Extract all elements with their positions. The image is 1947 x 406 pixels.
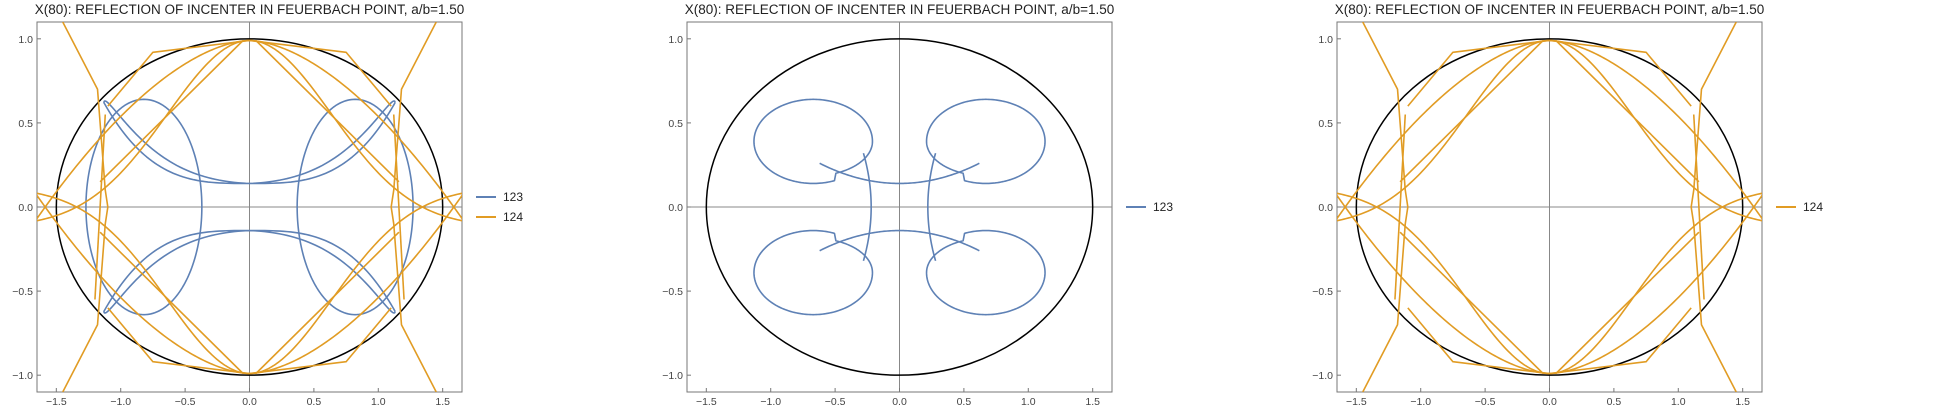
series-123-curve xyxy=(753,229,874,316)
series-124-curve xyxy=(107,39,392,107)
series-124-curve xyxy=(1399,39,1544,183)
series-124-curve xyxy=(1690,22,1737,392)
x-tick-label: 1.5 xyxy=(1735,396,1750,406)
chart-title: X(80): REFLECTION OF INCENTER IN FEUERBA… xyxy=(35,2,464,17)
x-tick-label: −1.5 xyxy=(696,396,717,406)
chart-title: X(80): REFLECTION OF INCENTER IN FEUERBA… xyxy=(1335,2,1764,17)
y-tick-label: −0.5 xyxy=(1312,286,1333,298)
chart-panel-2: X(80): REFLECTION OF INCENTER IN FEUERBA… xyxy=(650,0,1290,406)
y-tick-label: 1.0 xyxy=(1318,34,1333,46)
x-tick-label: 0.5 xyxy=(307,396,322,406)
x-tick-label: −0.5 xyxy=(825,396,846,406)
x-tick-label: −1.5 xyxy=(46,396,67,406)
series-124-curve xyxy=(1407,39,1692,107)
y-tick-label: −0.5 xyxy=(662,286,683,298)
series-124-curve xyxy=(99,231,244,375)
y-tick-label: 0.5 xyxy=(668,118,683,130)
y-tick-label: 1.0 xyxy=(668,34,683,46)
series-123-curve xyxy=(103,100,396,185)
series-123-curve xyxy=(85,98,203,316)
y-tick-label: 1.0 xyxy=(18,34,33,46)
y-tick-label: 0.0 xyxy=(18,202,33,214)
legend-label-124: 124 xyxy=(1803,200,1823,214)
series-123-curve xyxy=(927,152,937,262)
x-tick-label: −1.0 xyxy=(1410,396,1431,406)
series-124-curve xyxy=(1555,39,1700,183)
y-tick-label: −1.0 xyxy=(662,370,683,382)
series-124-curve xyxy=(1399,231,1544,375)
series-124-curve xyxy=(1555,231,1700,375)
x-tick-label: −0.5 xyxy=(175,396,196,406)
x-tick-label: 1.0 xyxy=(371,396,386,406)
series-124-curve xyxy=(62,22,109,392)
series-124-curve xyxy=(1692,114,1705,300)
series-123-curve xyxy=(753,98,874,185)
series-123-curve xyxy=(862,152,872,262)
x-tick-label: 0.0 xyxy=(242,396,257,406)
series-124-curve xyxy=(255,231,400,375)
chart-title: X(80): REFLECTION OF INCENTER IN FEUERBA… xyxy=(685,2,1114,17)
y-tick-label: 0.0 xyxy=(668,202,683,214)
chart-svg: X(80): REFLECTION OF INCENTER IN FEUERBA… xyxy=(662,2,1173,406)
x-tick-label: 0.0 xyxy=(892,396,907,406)
y-tick-label: 0.5 xyxy=(18,118,33,130)
plot-area xyxy=(705,38,1094,376)
x-tick-label: 1.5 xyxy=(1085,396,1100,406)
reference-ellipse xyxy=(705,38,1094,376)
series-123-curve xyxy=(925,229,1046,316)
x-tick-label: 0.5 xyxy=(957,396,972,406)
y-tick-label: −1.0 xyxy=(12,370,33,382)
legend-label-124: 124 xyxy=(503,210,523,224)
series-124-curve xyxy=(390,22,437,392)
y-tick-label: 0.0 xyxy=(1318,202,1333,214)
x-tick-label: 0.0 xyxy=(1542,396,1557,406)
legend-label-123: 123 xyxy=(503,190,523,204)
x-tick-label: 1.0 xyxy=(1671,396,1686,406)
legend-label-123: 123 xyxy=(1153,200,1173,214)
x-tick-label: −1.5 xyxy=(1346,396,1367,406)
reference-ellipse xyxy=(55,38,444,376)
series-124-curve xyxy=(94,114,107,300)
series-124-curve xyxy=(392,114,405,300)
series-123-curve xyxy=(296,98,414,316)
chart-panel-3: X(80): REFLECTION OF INCENTER IN FEUERBA… xyxy=(1300,0,1947,406)
chart-panel-1: X(80): REFLECTION OF INCENTER IN FEUERBA… xyxy=(0,0,640,406)
series-123-curve xyxy=(819,162,980,185)
series-124-curve xyxy=(1394,114,1407,300)
series-124-curve xyxy=(1362,22,1409,392)
chart-svg: X(80): REFLECTION OF INCENTER IN FEUERBA… xyxy=(1312,2,1823,406)
reference-ellipse xyxy=(1355,38,1744,376)
series-123-curve xyxy=(103,229,396,314)
series-123-curve xyxy=(819,229,980,252)
y-tick-label: −1.0 xyxy=(1312,370,1333,382)
x-tick-label: −1.0 xyxy=(110,396,131,406)
y-tick-label: 0.5 xyxy=(1318,118,1333,130)
chart-svg: X(80): REFLECTION OF INCENTER IN FEUERBA… xyxy=(12,2,523,406)
series-123-curve xyxy=(925,98,1046,185)
series-124-curve xyxy=(107,307,392,375)
series-124-curve xyxy=(255,39,400,183)
series-124-curve xyxy=(1407,307,1692,375)
plot-area xyxy=(1337,22,1762,392)
x-tick-label: 1.5 xyxy=(435,396,450,406)
x-tick-label: −1.0 xyxy=(760,396,781,406)
x-tick-label: 1.0 xyxy=(1021,396,1036,406)
y-tick-label: −0.5 xyxy=(12,286,33,298)
x-tick-label: 0.5 xyxy=(1607,396,1622,406)
x-tick-label: −0.5 xyxy=(1475,396,1496,406)
plot-area xyxy=(37,22,462,392)
series-124-curve xyxy=(99,39,244,183)
